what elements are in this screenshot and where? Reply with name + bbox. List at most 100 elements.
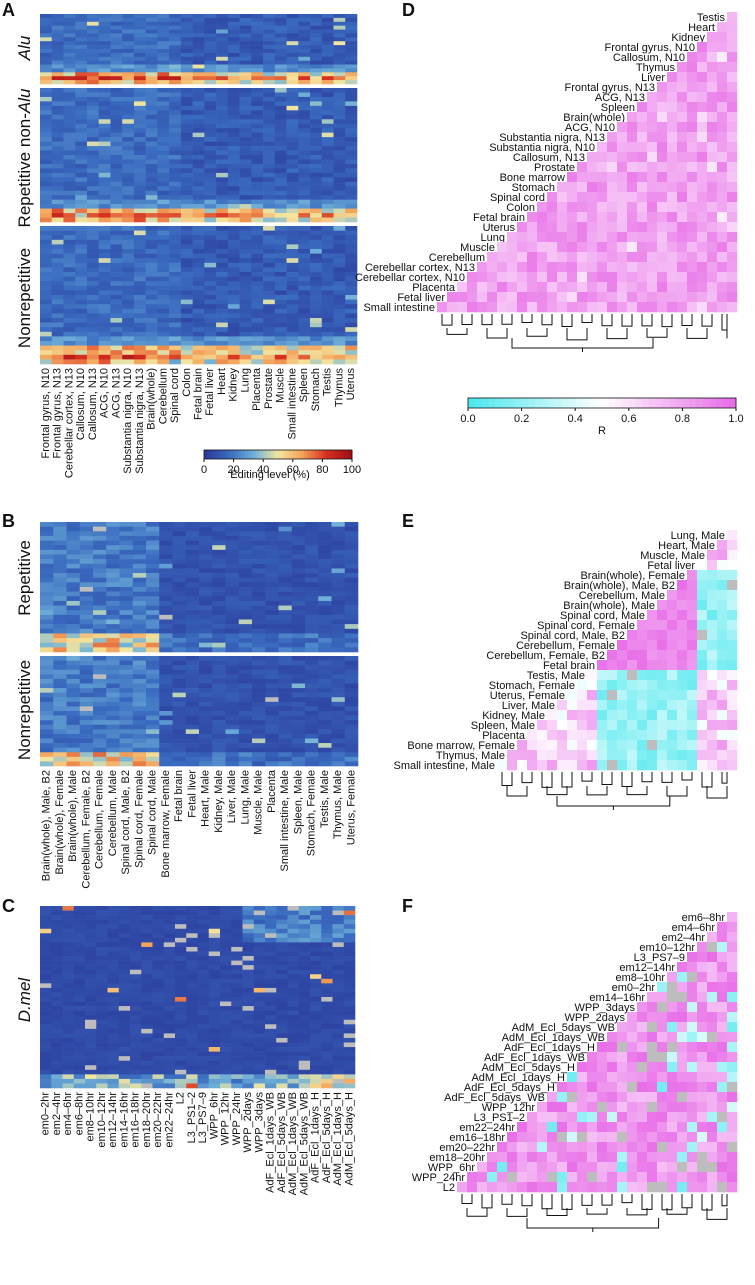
heat-cell (145, 290, 158, 296)
heat-cell (51, 1065, 63, 1071)
heat-cell (51, 168, 64, 174)
heat-cell (152, 928, 165, 934)
heat-cell (141, 1056, 153, 1061)
x-label-c: AdF_Ecl_5days_WB (276, 1092, 288, 1193)
heat-cell (343, 942, 356, 948)
heat-cell (227, 123, 240, 129)
heat-cell (40, 308, 53, 314)
heat-cell (169, 37, 182, 42)
heat-cell (331, 738, 346, 744)
heat-cell (186, 997, 198, 1002)
corr-cell (607, 252, 618, 263)
heat-cell (53, 610, 67, 616)
heat-cell (263, 359, 276, 365)
heat-cell (216, 318, 229, 323)
heat-cell (185, 756, 200, 762)
heat-cell (216, 64, 229, 69)
heat-cell (85, 906, 97, 911)
heat-cell (146, 743, 160, 748)
heat-cell (199, 582, 213, 588)
heat-cell (274, 101, 287, 107)
heat-cell (185, 729, 200, 735)
corr-cell (707, 72, 718, 83)
heat-cell (40, 720, 54, 726)
heat-cell (310, 64, 323, 69)
heat-cell (51, 208, 64, 214)
corr-cell (547, 282, 558, 293)
heat-cell (186, 1065, 198, 1071)
corr-cell (557, 232, 568, 243)
corr-label-d: Spleen (601, 102, 635, 114)
heat-cell (157, 190, 170, 196)
heat-cell (263, 29, 276, 34)
heat-cell (238, 591, 253, 597)
heat-cell (169, 45, 182, 50)
heat-cell (286, 213, 299, 218)
heat-cell (239, 290, 252, 296)
x-label-c: em4–6hr (62, 1092, 74, 1136)
heat-cell (333, 172, 346, 178)
heat-cell (157, 96, 170, 102)
heat-cell (331, 743, 346, 748)
heat-cell (321, 1047, 333, 1052)
corr-cell (707, 122, 718, 133)
heat-cell (157, 45, 170, 50)
heat-cell (63, 226, 76, 231)
heat-cell (157, 258, 170, 264)
heat-cell (321, 25, 334, 30)
heat-cell (344, 715, 359, 721)
heat-cell (227, 21, 240, 26)
group-label-repetitive-b: Repetitive (15, 540, 34, 616)
heat-cell (333, 177, 346, 183)
heat-cell (321, 226, 334, 231)
heat-cell (159, 743, 173, 748)
heat-cell (106, 715, 120, 721)
heat-cell (152, 924, 165, 930)
heat-cell (216, 304, 229, 310)
heat-cell (40, 942, 52, 948)
heat-cell (86, 244, 99, 250)
heat-cell (185, 706, 200, 712)
heat-cell (251, 172, 264, 178)
heat-cell (305, 665, 319, 671)
heat-cell (51, 199, 64, 205)
heat-cell (118, 910, 131, 916)
heat-cell (40, 738, 54, 744)
corr-cell (687, 242, 698, 253)
heat-cell (298, 172, 311, 178)
heat-cell (146, 642, 160, 648)
heat-cell (66, 752, 81, 758)
heat-cell (141, 910, 153, 916)
heat-cell (225, 688, 240, 693)
heat-cell (344, 628, 359, 634)
heat-cell (331, 591, 346, 597)
heat-cell (79, 526, 94, 532)
heat-cell (51, 177, 64, 183)
heat-cell (321, 1015, 333, 1021)
heat-cell (185, 656, 200, 661)
corr-label-d: Prostate (534, 162, 575, 174)
heat-cell (75, 281, 88, 287)
heat-cell (62, 956, 75, 961)
heat-cell (40, 76, 53, 81)
heat-cell (157, 41, 170, 46)
corr-cell (697, 212, 708, 223)
heat-cell (251, 105, 264, 111)
heat-cell (40, 965, 52, 970)
heat-cell (310, 359, 323, 365)
heat-cell (238, 738, 253, 744)
heat-cell (238, 756, 253, 762)
heat-cell (122, 96, 135, 102)
heat-cell (110, 350, 123, 356)
heat-cell (344, 633, 359, 639)
heat-cell (252, 747, 266, 753)
heat-cell (157, 186, 170, 192)
heat-cell (321, 37, 334, 42)
heat-cell (253, 942, 266, 948)
heat-cell (66, 756, 81, 762)
heat-cell (157, 262, 170, 268)
heat-cell (98, 132, 111, 138)
heat-cell (318, 674, 332, 680)
heat-cell (119, 600, 134, 606)
heat-cell (79, 531, 94, 537)
